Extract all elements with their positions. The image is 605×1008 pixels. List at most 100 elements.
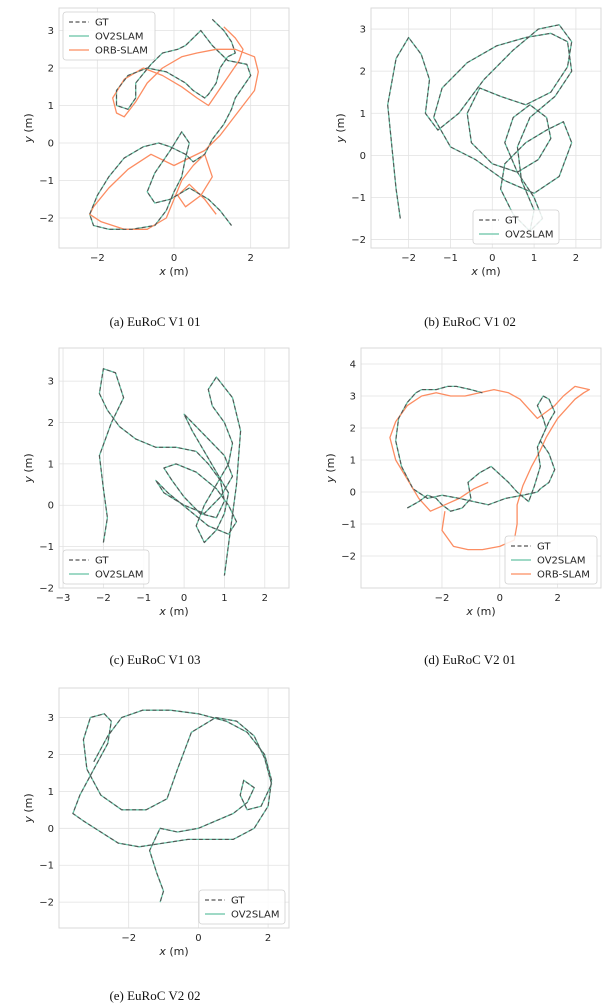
axes-frame	[58, 687, 290, 929]
x-tick-label: 0	[171, 253, 177, 264]
y-tick-label: −1	[39, 861, 54, 872]
x-tick-label: 0	[489, 253, 495, 264]
y-tick-label: −1	[351, 193, 366, 204]
y-axis-label-unit: (m)	[22, 793, 35, 816]
axes-frame	[360, 347, 602, 589]
y-axis-label-var: y	[22, 816, 35, 824]
trajectory-gt	[72, 709, 273, 903]
y-tick-label: 2	[48, 750, 54, 761]
panel-caption: (d) EuRoC V2 01	[424, 652, 516, 667]
legend-box	[504, 535, 598, 585]
y-tick-label: −2	[39, 898, 54, 909]
y-axis-label-unit: (m)	[324, 453, 337, 476]
y-tick-label: 4	[350, 360, 356, 371]
x-tick-label: 0	[497, 593, 503, 604]
x-tick-label: −2	[121, 933, 136, 944]
x-tick-label: 1	[221, 593, 227, 604]
x-axis-label: x (m)	[158, 605, 188, 618]
legend-box	[62, 11, 156, 61]
y-tick-label: 3	[48, 377, 54, 388]
y-axis-label: y (m)	[22, 453, 35, 483]
x-tick-label: 2	[265, 933, 271, 944]
x-axis-label-var: x	[158, 945, 166, 958]
y-axis-label-unit: (m)	[22, 113, 35, 136]
trajectory-orb-slam	[389, 385, 591, 551]
x-axis-label-unit: (m)	[473, 605, 496, 618]
axes-frame	[58, 7, 290, 249]
y-tick-label: 0	[48, 824, 54, 835]
x-axis-label: x (m)	[158, 945, 188, 958]
legend-label-ov2slam: OV2SLAM	[95, 570, 144, 581]
y-axis-label: y (m)	[22, 793, 35, 823]
panel-caption: (a) EuRoC V1 01	[109, 314, 200, 329]
x-axis-label-unit: (m)	[166, 265, 189, 278]
y-tick-label: 3	[350, 392, 356, 403]
x-axis-label-var: x	[470, 265, 478, 278]
legend-label-orb-slam: ORB-SLAM	[537, 570, 590, 581]
legend-label-ov2slam: OV2SLAM	[231, 910, 280, 921]
y-tick-label: −2	[39, 584, 54, 595]
x-axis-label-var: x	[158, 605, 166, 618]
x-axis-label-var: x	[465, 605, 473, 618]
x-tick-label: −1	[136, 593, 151, 604]
trajectory-gt	[387, 24, 573, 232]
trajectory-ov2slam	[98, 368, 242, 576]
y-tick-label: −2	[39, 214, 54, 225]
y-tick-label: 2	[360, 67, 366, 78]
y-tick-label: 2	[48, 418, 54, 429]
x-axis-label-unit: (m)	[166, 945, 189, 958]
x-axis-label: x (m)	[158, 265, 188, 278]
y-tick-label: −1	[39, 176, 54, 187]
y-tick-label: 0	[48, 501, 54, 512]
x-tick-label: 2	[554, 593, 560, 604]
x-axis-label-var: x	[158, 265, 166, 278]
x-tick-label: 2	[247, 253, 253, 264]
x-tick-label: 2	[573, 253, 579, 264]
legend-label-ov2slam: OV2SLAM	[95, 32, 144, 43]
y-tick-label: 1	[48, 459, 54, 470]
x-tick-label: −2	[96, 593, 111, 604]
y-tick-label: −2	[341, 552, 356, 563]
y-axis-label: y (m)	[334, 113, 347, 143]
x-axis-label-unit: (m)	[166, 605, 189, 618]
y-axis-label: y (m)	[22, 113, 35, 143]
x-tick-label: 0	[195, 933, 201, 944]
axes-frame	[370, 7, 602, 249]
legend-label-orb-slam: ORB-SLAM	[95, 46, 148, 57]
y-axis-label-var: y	[22, 136, 35, 144]
x-axis-label: x (m)	[465, 605, 495, 618]
legend-label-gt: GT	[537, 542, 551, 553]
y-tick-label: 2	[350, 424, 356, 435]
trajectory-gt	[89, 18, 252, 230]
panel-caption: (b) EuRoC V1 02	[424, 314, 516, 329]
legend-label-ov2slam: OV2SLAM	[505, 230, 554, 241]
trajectory-orb-slam	[89, 26, 259, 230]
y-tick-label: 1	[48, 101, 54, 112]
y-axis-label-var: y	[324, 476, 337, 484]
legend: GT OV2SLAM	[62, 549, 150, 585]
panel-caption: (e) EuRoC V2 02	[109, 988, 200, 1003]
y-tick-label: −1	[39, 542, 54, 553]
x-tick-label: −2	[90, 253, 105, 264]
y-tick-label: 3	[48, 713, 54, 724]
y-tick-label: 1	[48, 787, 54, 798]
panel-caption: (c) EuRoC V1 03	[109, 652, 200, 667]
legend-box	[62, 549, 150, 585]
legend: GT OV2SLAM	[198, 889, 286, 925]
y-axis-label: y (m)	[324, 453, 337, 483]
x-tick-label: −2	[435, 593, 450, 604]
y-tick-label: 1	[350, 456, 356, 467]
y-tick-label: 0	[360, 151, 366, 162]
axes-frame	[58, 347, 290, 589]
x-axis-label: x (m)	[470, 265, 500, 278]
y-tick-label: 2	[48, 64, 54, 75]
y-axis-label-unit: (m)	[334, 113, 347, 136]
legend-label-gt: GT	[505, 216, 519, 227]
y-tick-label: −1	[341, 520, 356, 531]
y-tick-label: 0	[350, 488, 356, 499]
